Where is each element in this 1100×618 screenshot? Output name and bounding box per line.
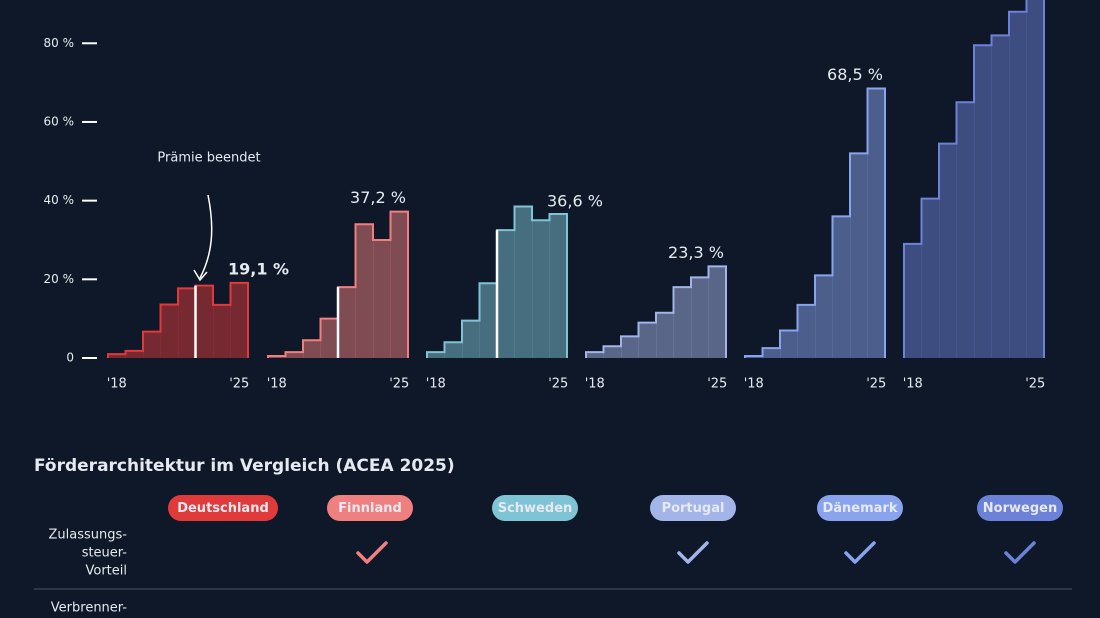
step-bar — [1026, 0, 1045, 359]
row-label: Verbrenner- — [51, 601, 128, 616]
step-bar — [338, 287, 356, 358]
step-bar — [586, 352, 604, 358]
x-tick-label: '25 — [229, 377, 249, 392]
step-bar — [603, 346, 622, 358]
step-bar — [178, 288, 196, 358]
step-bar — [213, 304, 231, 358]
step-bar — [160, 304, 179, 358]
step-bar — [815, 275, 833, 358]
step-bar — [125, 350, 144, 358]
step-bar — [867, 88, 886, 359]
y-tick-label: 80 % — [44, 36, 75, 50]
step-bar — [780, 330, 798, 358]
step-bar — [762, 348, 781, 358]
step-bar — [691, 277, 709, 358]
country-pill — [817, 495, 903, 521]
x-tick-label: '18 — [744, 377, 764, 392]
step-bar — [1009, 11, 1027, 359]
row-label: steuer- — [82, 546, 128, 561]
step-bar — [708, 266, 727, 358]
step-bar — [549, 214, 568, 358]
step-bar — [444, 342, 463, 358]
step-bar — [638, 322, 657, 358]
step-bar — [974, 45, 992, 358]
x-tick-label: '18 — [426, 377, 446, 392]
step-bar — [355, 224, 374, 358]
y-tick-label: 60 % — [44, 114, 75, 128]
annotation: Prämie beendet — [157, 151, 260, 166]
x-tick-label: '25 — [707, 377, 727, 392]
step-bar — [497, 230, 515, 358]
step-bar — [303, 340, 321, 358]
step-bar — [285, 352, 304, 358]
x-tick-label: '18 — [107, 377, 127, 392]
country-label: Deutschland — [177, 501, 269, 516]
value-label: 23,3 % — [668, 243, 724, 262]
country-pill — [977, 495, 1063, 521]
step-bar — [956, 102, 975, 359]
step-bar — [939, 143, 957, 358]
step-bar — [621, 336, 639, 358]
step-bar — [108, 354, 126, 358]
step-bar — [656, 312, 674, 358]
country-pill — [327, 495, 413, 521]
value-label: 68,5 % — [827, 65, 883, 84]
step-bar — [850, 153, 868, 358]
country-label: Portugal — [662, 501, 725, 516]
annotation-arrowhead — [193, 269, 208, 282]
step-bar — [797, 304, 816, 358]
step-outline — [585, 265, 727, 358]
step-bar — [320, 318, 339, 358]
check-mark — [1004, 541, 1036, 564]
step-bar — [921, 198, 940, 358]
step-bar — [832, 216, 851, 358]
x-tick-label: '25 — [1025, 377, 1045, 392]
step-outline — [107, 281, 249, 358]
annotation-arrow — [199, 194, 213, 279]
x-tick-label: '18 — [267, 377, 287, 392]
x-tick-label: '25 — [548, 377, 568, 392]
step-bar — [991, 35, 1010, 359]
check-mark — [844, 541, 876, 564]
country-pill — [650, 495, 736, 521]
step-bar — [143, 331, 161, 358]
y-tick-label: 40 % — [44, 193, 75, 207]
country-label: Finnland — [338, 501, 402, 516]
country-label: Norwegen — [983, 501, 1057, 516]
step-bar — [904, 243, 922, 358]
step-bar — [427, 352, 445, 358]
step-bar — [462, 320, 480, 358]
step-bar — [373, 239, 391, 358]
value-label: 19,1 % — [228, 259, 289, 278]
step-bar — [390, 211, 409, 358]
country-pill — [168, 495, 278, 521]
step-bar — [514, 206, 533, 358]
step-bar — [230, 282, 249, 358]
y-tick-label: 0 — [66, 351, 74, 365]
step-outline — [903, 0, 1045, 358]
y-tick-label: 20 % — [44, 272, 75, 286]
step-bar — [673, 287, 692, 358]
step-bar — [532, 220, 550, 358]
row-label: Zulassungs- — [49, 528, 128, 543]
step-outline — [744, 87, 886, 358]
x-tick-label: '18 — [903, 377, 923, 392]
x-tick-label: '25 — [866, 377, 886, 392]
country-label: Dänemark — [822, 501, 897, 516]
value-label: 37,2 % — [350, 188, 406, 207]
value-label: 36,6 % — [547, 192, 603, 211]
table-title: Förderarchitektur im Vergleich (ACEA 202… — [34, 456, 455, 476]
x-tick-label: '25 — [389, 377, 409, 392]
country-label: Schweden — [498, 501, 573, 516]
check-mark — [356, 541, 388, 564]
x-tick-label: '18 — [585, 377, 605, 392]
row-label: Vorteil — [85, 564, 127, 579]
step-bar — [195, 285, 214, 358]
country-pill — [492, 495, 578, 521]
step-bar — [479, 283, 498, 358]
check-mark — [677, 541, 709, 564]
